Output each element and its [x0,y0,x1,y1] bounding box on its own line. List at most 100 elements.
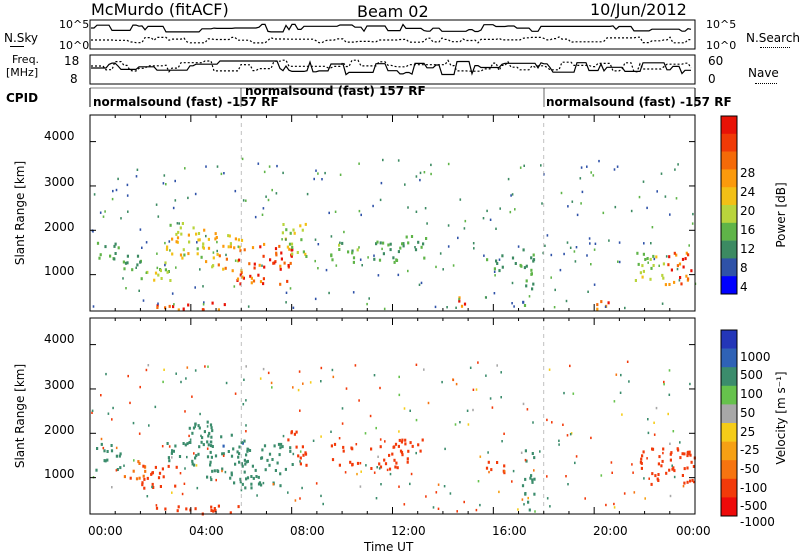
data-cell [207,434,210,438]
data-cell [460,304,464,308]
data-cell [249,274,252,278]
cpid-segment-1: normalsound (fast) -157 RF [93,95,279,109]
data-cell [286,245,289,249]
noise-cell [156,252,158,255]
noise-cell [186,455,188,459]
data-cell [239,480,242,484]
noise-cell [133,459,135,462]
noise-cell [178,222,180,225]
noise-cell [156,266,159,270]
noise-cell [359,485,362,488]
data-cell [401,453,404,457]
noise-cell [435,265,437,269]
data-cell [162,475,165,479]
noise-cell [292,306,295,309]
noise-cell [185,377,187,380]
noise-cell [373,374,376,377]
data-cell [352,260,355,264]
noise-cell [334,210,337,213]
data-cell [657,479,660,482]
data-cell [230,433,233,437]
noise-cell [569,433,572,436]
noise-cell [276,164,278,168]
noise-cell [594,242,597,245]
data-cell [166,442,169,445]
noise-cell [498,490,500,494]
noise-cell [358,246,360,249]
data-cell [486,258,489,262]
data-cell [684,257,687,261]
data-cell [687,450,690,454]
noise-cell [234,189,237,193]
data-cell [533,477,536,481]
noise-cell [195,464,198,467]
data-cell [352,256,356,260]
xtick-2400: 00:00 [676,524,711,538]
data-cell [463,302,467,306]
freq-nave-panel [89,54,696,85]
noise-cell [588,237,591,240]
data-cell [263,444,267,448]
data-cell [171,252,174,256]
xtick-0400: 04:00 [189,524,224,538]
noise-cell [138,432,141,435]
data-cell [209,450,212,454]
noise-cell [168,240,171,243]
noise-cell [469,366,472,369]
colorbar-swatch [721,423,737,442]
colorbar-swatch [721,404,737,424]
noise-cell [496,364,498,367]
data-cell [525,264,528,268]
noise-cell [549,505,551,508]
noise-cell [299,450,302,453]
noise-cell [194,425,196,428]
noise-cell [155,504,158,507]
data-cell [217,263,220,267]
xtick-1200: 12:00 [391,524,426,538]
data-cell [640,461,643,465]
noise-cell [203,301,205,304]
noise-cell [409,409,411,412]
colorbar-swatch [721,348,737,368]
data-cell [276,461,279,465]
data-cell [143,486,146,490]
data-cell [157,273,160,277]
data-cell [417,443,420,447]
data-cell [185,507,188,511]
noise-cell [419,171,422,175]
noise-cell [245,424,247,427]
noise-cell [125,287,127,290]
data-cell [141,483,144,487]
noise-cell [112,406,114,410]
noise-cell [345,387,348,390]
data-cell [194,507,197,511]
data-cell [678,262,682,266]
noise-cell [332,375,335,379]
data-cell [417,240,420,244]
noise-cell [358,162,360,165]
noise-cell [624,306,626,310]
power-cb-8: 8 [740,261,748,275]
noise-cell [165,183,167,186]
data-cell [378,462,381,466]
data-cell [152,486,155,489]
noise-cell [92,305,95,308]
data-cell [529,476,532,480]
data-cell [530,474,533,478]
data-cell [259,280,263,284]
data-cell [171,449,174,453]
data-cell [250,475,253,478]
noise-cell [611,471,613,474]
noise-cell [366,302,368,306]
noise-cell [574,461,576,465]
data-cell [406,457,409,461]
vel-cb-500: 500 [740,368,763,382]
data-cell [370,447,373,451]
data-cell [263,265,266,269]
noise-cell [482,217,485,220]
data-cell [242,276,245,280]
data-cell [400,440,403,444]
noise-cell [414,246,416,249]
noise-cell [184,167,186,170]
noise-cell [191,395,193,398]
